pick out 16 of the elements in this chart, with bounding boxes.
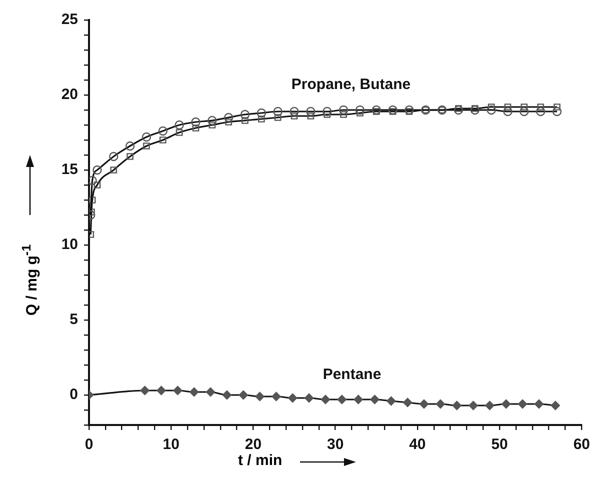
y-tick-label: 10	[61, 236, 78, 254]
x-tick-label: 40	[409, 436, 426, 454]
x-tick-label: 30	[326, 436, 344, 454]
x-tick-label: 50	[491, 436, 508, 454]
x-tick-label: 0	[84, 436, 94, 454]
annotation: Pentane	[322, 366, 382, 384]
y-tick-label: 20	[61, 86, 78, 104]
y-tick-label: 0	[70, 386, 78, 404]
y-tick-label: 25	[61, 11, 78, 28]
y-tick-label: 15	[61, 161, 78, 178]
x-axis-title: t / min	[238, 452, 282, 469]
y-tick-label: 5	[70, 311, 78, 328]
x-tick-label: 20	[244, 436, 262, 454]
x-tick-label: 60	[573, 436, 590, 454]
x-tick-label: 10	[162, 436, 180, 454]
annotation: Propane, Butane	[291, 76, 411, 94]
